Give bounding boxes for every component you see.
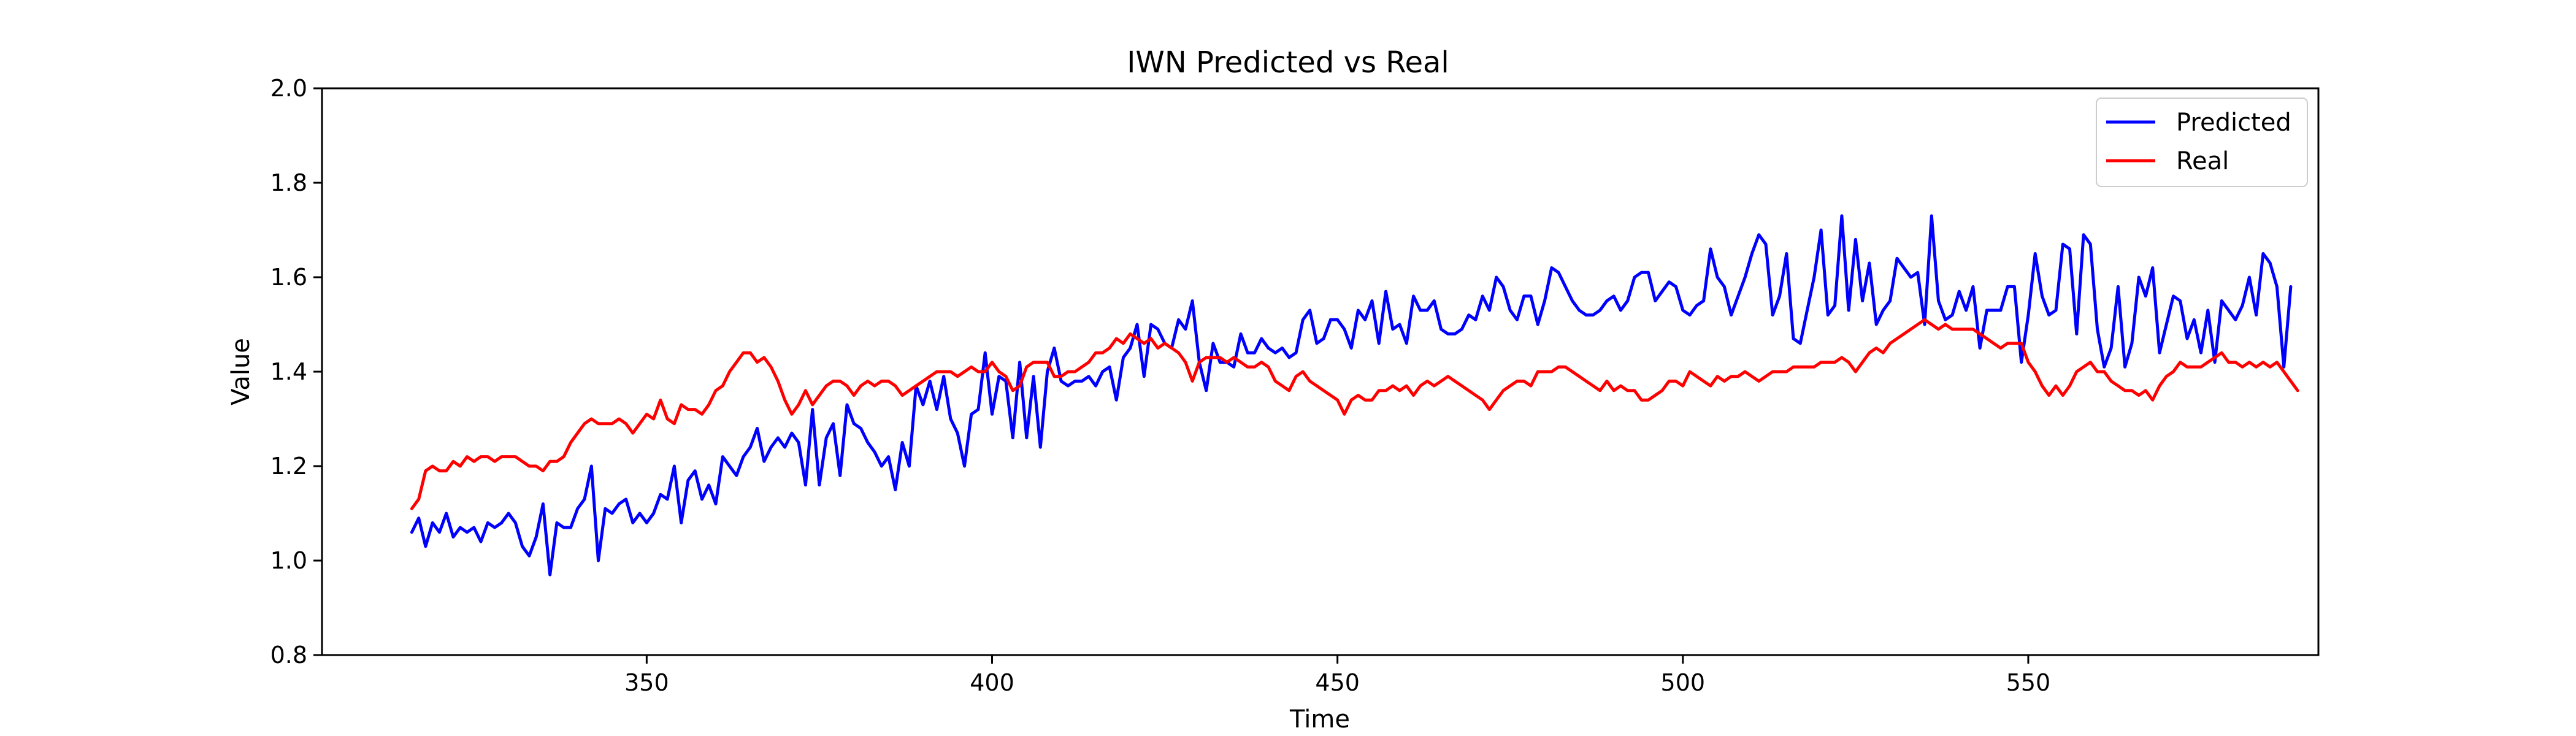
y-tick-label: 0.8 [270, 642, 307, 669]
x-tick-label: 400 [970, 669, 1014, 696]
legend-label-predicted: Predicted [2176, 109, 2291, 137]
y-axis-label: Value [227, 338, 255, 405]
plot-frame [321, 87, 2320, 656]
y-tick-label: 2.0 [270, 75, 307, 102]
legend-box [2096, 98, 2308, 187]
x-axis-label: Time [1289, 705, 1350, 734]
x-tick-label: 550 [2006, 669, 2051, 696]
y-axis: 0.8 1.0 1.2 1.4 1.6 1.8 2.0 [270, 75, 322, 669]
legend: Predicted Real [2096, 98, 2308, 187]
y-tick-label: 1.2 [270, 453, 307, 480]
y-tick-label: 1.4 [270, 358, 307, 385]
x-tick-label: 500 [1661, 669, 1706, 696]
x-axis: 350 400 450 500 550 [624, 655, 2050, 696]
y-tick-label: 1.8 [270, 169, 307, 196]
legend-label-real: Real [2176, 147, 2229, 175]
series-line-real [410, 318, 2299, 510]
x-tick-label: 350 [624, 669, 669, 696]
y-tick-label: 1.0 [270, 547, 307, 574]
chart-title: IWN Predicted vs Real [1127, 45, 1449, 80]
x-tick-label: 450 [1315, 669, 1360, 696]
series-lines [410, 214, 2299, 577]
y-tick-label: 1.6 [270, 264, 307, 291]
series-line-predicted [410, 214, 2293, 577]
plot-area: 0.8 1.0 1.2 1.4 1.6 1.8 2.0 350 400 450 500 550 [270, 75, 2320, 696]
